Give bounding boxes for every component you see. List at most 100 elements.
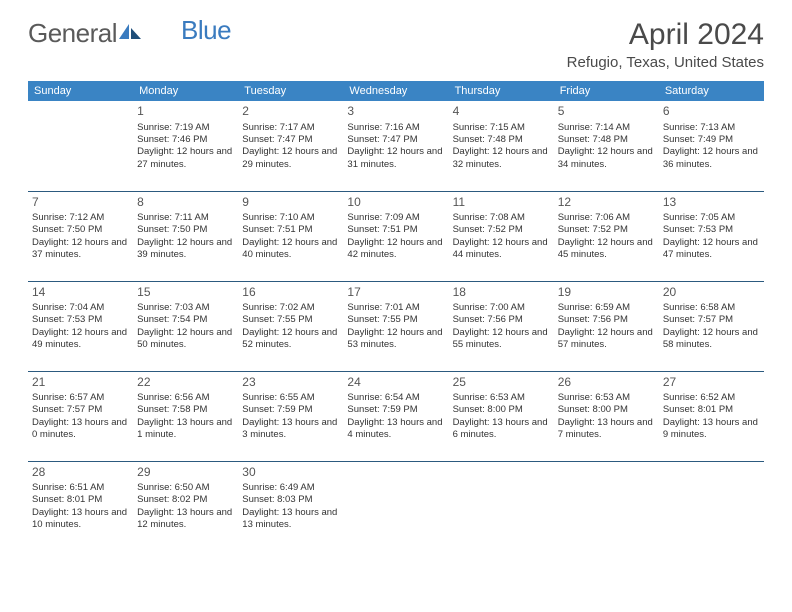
daylight-line: Daylight: 12 hours and 53 minutes. bbox=[347, 327, 444, 352]
daylight-line: Daylight: 12 hours and 37 minutes. bbox=[32, 237, 129, 262]
daylight-line: Daylight: 13 hours and 7 minutes. bbox=[558, 417, 655, 442]
daylight-line: Daylight: 12 hours and 27 minutes. bbox=[137, 146, 234, 171]
sunset-line: Sunset: 8:02 PM bbox=[137, 494, 234, 506]
weekday-header: Tuesday bbox=[238, 81, 343, 101]
calendar-day-cell: 28Sunrise: 6:51 AMSunset: 8:01 PMDayligh… bbox=[28, 461, 133, 551]
sunrise-line: Sunrise: 6:54 AM bbox=[347, 392, 444, 404]
sunset-line: Sunset: 7:58 PM bbox=[137, 404, 234, 416]
day-number: 7 bbox=[32, 195, 129, 211]
calendar-day-cell: 30Sunrise: 6:49 AMSunset: 8:03 PMDayligh… bbox=[238, 461, 343, 551]
day-number: 9 bbox=[242, 195, 339, 211]
weekday-header: Friday bbox=[554, 81, 659, 101]
daylight-line: Daylight: 12 hours and 36 minutes. bbox=[663, 146, 760, 171]
sunset-line: Sunset: 7:54 PM bbox=[137, 314, 234, 326]
calendar-empty-cell bbox=[659, 461, 764, 551]
day-number: 23 bbox=[242, 375, 339, 391]
sunrise-line: Sunrise: 7:11 AM bbox=[137, 212, 234, 224]
header: General Blue April 2024 Refugio, Texas, … bbox=[28, 18, 764, 71]
weekday-header: Sunday bbox=[28, 81, 133, 101]
sunset-line: Sunset: 7:51 PM bbox=[242, 224, 339, 236]
day-number: 8 bbox=[137, 195, 234, 211]
daylight-line: Daylight: 12 hours and 42 minutes. bbox=[347, 237, 444, 262]
logo: General Blue bbox=[28, 18, 231, 49]
sunset-line: Sunset: 7:53 PM bbox=[663, 224, 760, 236]
sunset-line: Sunset: 7:55 PM bbox=[242, 314, 339, 326]
sunset-line: Sunset: 8:00 PM bbox=[558, 404, 655, 416]
calendar-day-cell: 14Sunrise: 7:04 AMSunset: 7:53 PMDayligh… bbox=[28, 281, 133, 371]
calendar-empty-cell bbox=[343, 461, 448, 551]
sunset-line: Sunset: 7:47 PM bbox=[347, 134, 444, 146]
sunrise-line: Sunrise: 7:03 AM bbox=[137, 302, 234, 314]
sunrise-line: Sunrise: 7:15 AM bbox=[453, 122, 550, 134]
logo-sail-icon bbox=[119, 22, 141, 40]
daylight-line: Daylight: 13 hours and 9 minutes. bbox=[663, 417, 760, 442]
daylight-line: Daylight: 12 hours and 31 minutes. bbox=[347, 146, 444, 171]
sunset-line: Sunset: 7:52 PM bbox=[558, 224, 655, 236]
daylight-line: Daylight: 12 hours and 29 minutes. bbox=[242, 146, 339, 171]
sunset-line: Sunset: 7:53 PM bbox=[32, 314, 129, 326]
sunrise-line: Sunrise: 7:09 AM bbox=[347, 212, 444, 224]
calendar-day-cell: 21Sunrise: 6:57 AMSunset: 7:57 PMDayligh… bbox=[28, 371, 133, 461]
sunset-line: Sunset: 7:56 PM bbox=[558, 314, 655, 326]
calendar-day-cell: 26Sunrise: 6:53 AMSunset: 8:00 PMDayligh… bbox=[554, 371, 659, 461]
day-number: 19 bbox=[558, 285, 655, 301]
sunset-line: Sunset: 8:03 PM bbox=[242, 494, 339, 506]
location: Refugio, Texas, United States bbox=[567, 54, 764, 71]
calendar-day-cell: 11Sunrise: 7:08 AMSunset: 7:52 PMDayligh… bbox=[449, 191, 554, 281]
sunrise-line: Sunrise: 7:12 AM bbox=[32, 212, 129, 224]
day-number: 2 bbox=[242, 104, 339, 120]
sunset-line: Sunset: 7:47 PM bbox=[242, 134, 339, 146]
sunset-line: Sunset: 7:59 PM bbox=[242, 404, 339, 416]
calendar-day-cell: 10Sunrise: 7:09 AMSunset: 7:51 PMDayligh… bbox=[343, 191, 448, 281]
calendar-week-row: 21Sunrise: 6:57 AMSunset: 7:57 PMDayligh… bbox=[28, 371, 764, 461]
calendar-head: SundayMondayTuesdayWednesdayThursdayFrid… bbox=[28, 81, 764, 101]
sunset-line: Sunset: 7:48 PM bbox=[453, 134, 550, 146]
calendar-day-cell: 23Sunrise: 6:55 AMSunset: 7:59 PMDayligh… bbox=[238, 371, 343, 461]
sunset-line: Sunset: 7:59 PM bbox=[347, 404, 444, 416]
calendar-day-cell: 2 Sunrise: 7:17 AMSunset: 7:47 PMDaylight… bbox=[238, 101, 343, 191]
calendar-page: General Blue April 2024 Refugio, Texas, … bbox=[0, 0, 792, 563]
calendar-day-cell: 8Sunrise: 7:11 AMSunset: 7:50 PMDaylight… bbox=[133, 191, 238, 281]
calendar-day-cell: 15Sunrise: 7:03 AMSunset: 7:54 PMDayligh… bbox=[133, 281, 238, 371]
daylight-line: Daylight: 12 hours and 47 minutes. bbox=[663, 237, 760, 262]
calendar-day-cell: 25Sunrise: 6:53 AMSunset: 8:00 PMDayligh… bbox=[449, 371, 554, 461]
calendar-day-cell: 17Sunrise: 7:01 AMSunset: 7:55 PMDayligh… bbox=[343, 281, 448, 371]
sunset-line: Sunset: 7:56 PM bbox=[453, 314, 550, 326]
day-number: 30 bbox=[242, 465, 339, 481]
sunrise-line: Sunrise: 6:50 AM bbox=[137, 482, 234, 494]
calendar-body: 1Sunrise: 7:19 AMSunset: 7:46 PMDaylight… bbox=[28, 101, 764, 551]
calendar-day-cell: 12Sunrise: 7:06 AMSunset: 7:52 PMDayligh… bbox=[554, 191, 659, 281]
daylight-line: Daylight: 12 hours and 32 minutes. bbox=[453, 146, 550, 171]
sunrise-line: Sunrise: 7:17 AM bbox=[242, 122, 339, 134]
daylight-line: Daylight: 13 hours and 0 minutes. bbox=[32, 417, 129, 442]
calendar-day-cell: 29Sunrise: 6:50 AMSunset: 8:02 PMDayligh… bbox=[133, 461, 238, 551]
day-number: 28 bbox=[32, 465, 129, 481]
daylight-line: Daylight: 12 hours and 50 minutes. bbox=[137, 327, 234, 352]
calendar-day-cell: 20Sunrise: 6:58 AMSunset: 7:57 PMDayligh… bbox=[659, 281, 764, 371]
day-number: 11 bbox=[453, 195, 550, 211]
calendar-day-cell: 22Sunrise: 6:56 AMSunset: 7:58 PMDayligh… bbox=[133, 371, 238, 461]
sunset-line: Sunset: 8:01 PM bbox=[663, 404, 760, 416]
calendar-week-row: 28Sunrise: 6:51 AMSunset: 8:01 PMDayligh… bbox=[28, 461, 764, 551]
daylight-line: Daylight: 13 hours and 6 minutes. bbox=[453, 417, 550, 442]
logo-text-1: General bbox=[28, 18, 117, 49]
sunset-line: Sunset: 8:00 PM bbox=[453, 404, 550, 416]
weekday-header: Thursday bbox=[449, 81, 554, 101]
sunrise-line: Sunrise: 7:02 AM bbox=[242, 302, 339, 314]
weekday-header: Monday bbox=[133, 81, 238, 101]
calendar-day-cell: 6Sunrise: 7:13 AMSunset: 7:49 PMDaylight… bbox=[659, 101, 764, 191]
sunset-line: Sunset: 7:48 PM bbox=[558, 134, 655, 146]
daylight-line: Daylight: 12 hours and 34 minutes. bbox=[558, 146, 655, 171]
sunrise-line: Sunrise: 7:16 AM bbox=[347, 122, 444, 134]
daylight-line: Daylight: 12 hours and 40 minutes. bbox=[242, 237, 339, 262]
sunset-line: Sunset: 7:57 PM bbox=[32, 404, 129, 416]
daylight-line: Daylight: 12 hours and 45 minutes. bbox=[558, 237, 655, 262]
daylight-line: Daylight: 12 hours and 49 minutes. bbox=[32, 327, 129, 352]
day-number: 13 bbox=[663, 195, 760, 211]
calendar-day-cell: 1Sunrise: 7:19 AMSunset: 7:46 PMDaylight… bbox=[133, 101, 238, 191]
day-number: 10 bbox=[347, 195, 444, 211]
day-number: 5 bbox=[558, 104, 655, 120]
sunrise-line: Sunrise: 7:08 AM bbox=[453, 212, 550, 224]
calendar-day-cell: 4Sunrise: 7:15 AMSunset: 7:48 PMDaylight… bbox=[449, 101, 554, 191]
day-number: 24 bbox=[347, 375, 444, 391]
